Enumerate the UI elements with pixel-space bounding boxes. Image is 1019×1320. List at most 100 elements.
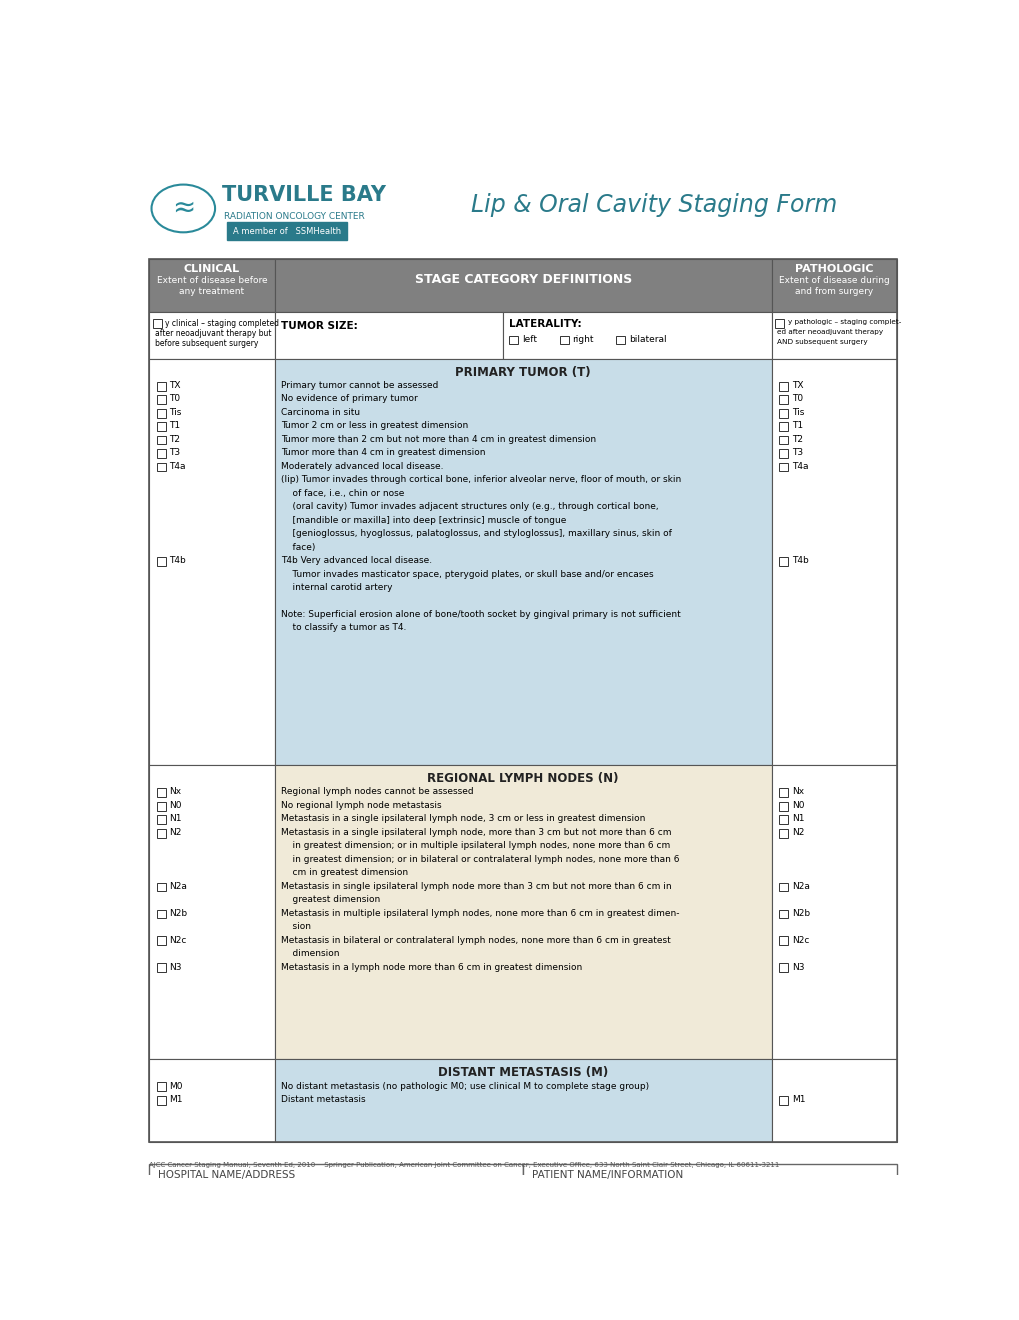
Text: PATHOLOGIC: PATHOLOGIC <box>794 264 872 273</box>
Text: PATIENT NAME/INFORMATION: PATIENT NAME/INFORMATION <box>532 1170 683 1180</box>
Text: Primary tumor cannot be assessed: Primary tumor cannot be assessed <box>280 381 438 389</box>
Text: in greatest dimension; or in multiple ipsilateral lymph nodes, none more than 6 : in greatest dimension; or in multiple ip… <box>280 841 669 850</box>
Text: (lip) Tumor invades through cortical bone, inferior alveolar nerve, floor of mou: (lip) Tumor invades through cortical bon… <box>280 475 681 484</box>
Bar <box>157 462 166 471</box>
Text: N2a: N2a <box>169 882 187 891</box>
Bar <box>779 409 788 417</box>
Bar <box>274 1059 770 1142</box>
Text: before subsequent surgery: before subsequent surgery <box>155 339 258 347</box>
Bar <box>559 335 569 345</box>
Text: T2: T2 <box>791 434 802 444</box>
Text: T0: T0 <box>169 395 180 404</box>
Bar <box>779 557 788 566</box>
Text: Tumor 2 cm or less in greatest dimension: Tumor 2 cm or less in greatest dimension <box>280 421 468 430</box>
Text: and from surgery: and from surgery <box>795 286 872 296</box>
Text: N2c: N2c <box>791 936 808 945</box>
Bar <box>502 313 770 359</box>
Text: [genioglossus, hyoglossus, palatoglossus, and styloglossus], maxillary sinus, sk: [genioglossus, hyoglossus, palatoglossus… <box>280 529 672 539</box>
Bar <box>274 313 502 359</box>
Text: CLINICAL: CLINICAL <box>183 264 239 273</box>
Text: Tis: Tis <box>791 408 803 417</box>
Text: M0: M0 <box>169 1081 182 1090</box>
Text: T4a: T4a <box>791 462 807 471</box>
Bar <box>779 422 788 432</box>
Text: T3: T3 <box>169 449 180 457</box>
Text: right: right <box>572 335 593 343</box>
Text: cm in greatest dimension: cm in greatest dimension <box>280 869 408 878</box>
Bar <box>149 766 274 1059</box>
Bar <box>523 1164 896 1247</box>
Text: face): face) <box>280 543 315 552</box>
Text: N2a: N2a <box>791 882 809 891</box>
Bar <box>157 409 166 417</box>
Bar <box>774 319 784 329</box>
Bar <box>274 259 770 313</box>
Text: Tumor invades masticator space, pterygoid plates, or skull base and/or encases: Tumor invades masticator space, pterygoi… <box>280 570 653 578</box>
Bar <box>157 557 166 566</box>
Text: N2: N2 <box>169 828 181 837</box>
Text: Tumor more than 4 cm in greatest dimension: Tumor more than 4 cm in greatest dimensi… <box>280 449 485 457</box>
Bar <box>157 788 166 797</box>
Text: Extent of disease during: Extent of disease during <box>779 276 889 285</box>
Text: TUMOR SIZE:: TUMOR SIZE: <box>280 321 358 331</box>
Text: (oral cavity) Tumor invades adjacent structures only (e.g., through cortical bon: (oral cavity) Tumor invades adjacent str… <box>280 502 658 511</box>
Text: internal carotid artery: internal carotid artery <box>280 583 392 593</box>
Bar <box>779 936 788 945</box>
Bar <box>770 1059 896 1142</box>
Text: N2: N2 <box>791 828 803 837</box>
Bar <box>157 1082 166 1092</box>
Bar <box>779 883 788 891</box>
Bar <box>153 319 162 329</box>
Text: N0: N0 <box>791 801 803 810</box>
Text: No regional lymph node metastasis: No regional lymph node metastasis <box>280 801 441 810</box>
Bar <box>770 359 896 766</box>
Bar <box>149 259 274 313</box>
Text: N1: N1 <box>791 814 803 824</box>
Bar <box>157 816 166 824</box>
Text: sion: sion <box>280 923 311 931</box>
Text: T0: T0 <box>791 395 802 404</box>
Bar <box>779 964 788 973</box>
Text: REGIONAL LYMPH NODES (N): REGIONAL LYMPH NODES (N) <box>427 772 619 785</box>
Text: N2c: N2c <box>169 936 186 945</box>
Text: TURVILLE BAY: TURVILLE BAY <box>222 185 385 206</box>
Text: in greatest dimension; or in bilateral or contralateral lymph nodes, none more t: in greatest dimension; or in bilateral o… <box>280 855 679 863</box>
Text: Nx: Nx <box>791 788 803 796</box>
Text: after neoadjuvant therapy but: after neoadjuvant therapy but <box>155 329 271 338</box>
Text: Tis: Tis <box>169 408 181 417</box>
Bar <box>157 801 166 810</box>
Text: left: left <box>522 335 536 343</box>
Bar <box>157 381 166 391</box>
Bar <box>274 359 770 766</box>
Bar <box>779 381 788 391</box>
Bar <box>157 936 166 945</box>
Text: of face, i.e., chin or nose: of face, i.e., chin or nose <box>280 488 404 498</box>
Text: T1: T1 <box>169 421 180 430</box>
Text: N2b: N2b <box>169 908 187 917</box>
Bar <box>779 436 788 445</box>
Text: T1: T1 <box>791 421 802 430</box>
Text: T3: T3 <box>791 449 802 457</box>
Text: Metastasis in bilateral or contralateral lymph nodes, none more than 6 cm in gre: Metastasis in bilateral or contralateral… <box>280 936 671 945</box>
Bar <box>770 313 896 359</box>
Text: y clinical – staging completed: y clinical – staging completed <box>165 318 279 327</box>
Bar <box>157 909 166 919</box>
Text: Lip & Oral Cavity Staging Form: Lip & Oral Cavity Staging Form <box>471 193 837 216</box>
Text: y pathologic – staging complet-: y pathologic – staging complet- <box>787 318 901 325</box>
Bar <box>508 335 518 345</box>
Bar <box>157 449 166 458</box>
Text: Regional lymph nodes cannot be assessed: Regional lymph nodes cannot be assessed <box>280 788 473 796</box>
Bar <box>157 829 166 837</box>
Bar <box>157 395 166 404</box>
Bar <box>779 816 788 824</box>
Bar <box>615 335 625 345</box>
Text: Metastasis in multiple ipsilateral lymph nodes, none more than 6 cm in greatest : Metastasis in multiple ipsilateral lymph… <box>280 908 679 917</box>
Bar <box>779 909 788 919</box>
Bar <box>779 788 788 797</box>
Text: T4b: T4b <box>791 556 808 565</box>
Text: STAGE CATEGORY DEFINITIONS: STAGE CATEGORY DEFINITIONS <box>414 273 631 286</box>
Text: T4a: T4a <box>169 462 185 471</box>
Text: AJCC Cancer Staging Manual, Seventh Ed, 2010    Springer Publication, American J: AJCC Cancer Staging Manual, Seventh Ed, … <box>149 1163 779 1168</box>
Text: HOSPITAL NAME/ADDRESS: HOSPITAL NAME/ADDRESS <box>158 1170 296 1180</box>
Bar <box>226 222 346 240</box>
